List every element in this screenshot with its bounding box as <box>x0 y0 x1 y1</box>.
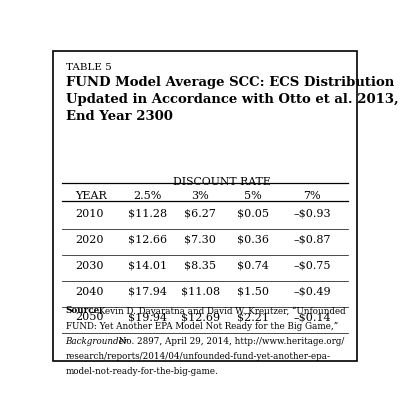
Text: $0.74: $0.74 <box>237 260 269 270</box>
Text: 3%: 3% <box>192 190 209 200</box>
Text: 7%: 7% <box>303 190 321 200</box>
Text: –$0.14: –$0.14 <box>293 312 331 322</box>
Text: –$0.75: –$0.75 <box>293 260 331 270</box>
Text: FUND: Yet Another EPA Model Not Ready for the Big Game,”: FUND: Yet Another EPA Model Not Ready fo… <box>66 321 338 330</box>
Text: $1.50: $1.50 <box>237 286 269 296</box>
Text: $7.30: $7.30 <box>184 234 216 244</box>
Text: YEAR: YEAR <box>75 190 106 200</box>
Text: $14.01: $14.01 <box>128 260 167 270</box>
Text: $12.69: $12.69 <box>181 312 220 322</box>
Text: Backgrounder: Backgrounder <box>66 336 128 345</box>
Text: FUND Model Average SCC: ECS Distribution
Updated in Accordance with Otto et al. : FUND Model Average SCC: ECS Distribution… <box>66 76 398 123</box>
Text: Source:: Source: <box>66 306 103 315</box>
Text: $17.94: $17.94 <box>128 286 167 296</box>
Text: 2.5%: 2.5% <box>134 190 162 200</box>
Text: –$0.49: –$0.49 <box>293 286 331 296</box>
Text: model-not-ready-for-the-big-game.: model-not-ready-for-the-big-game. <box>66 366 218 375</box>
Text: 5%: 5% <box>244 190 262 200</box>
Text: $19.94: $19.94 <box>128 312 167 322</box>
Text: $11.28: $11.28 <box>128 209 167 218</box>
Text: 2010: 2010 <box>75 209 103 218</box>
Text: $8.35: $8.35 <box>184 260 216 270</box>
Text: –$0.87: –$0.87 <box>293 234 331 244</box>
Text: No. 2897, April 29, 2014, http://www.heritage.org/: No. 2897, April 29, 2014, http://www.her… <box>116 336 344 345</box>
Text: 2020: 2020 <box>75 234 103 244</box>
Text: DISCOUNT RATE: DISCOUNT RATE <box>173 176 271 186</box>
Text: 2050: 2050 <box>75 312 103 322</box>
Text: research/reports/2014/04/unfounded-fund-yet-another-epa-: research/reports/2014/04/unfounded-fund-… <box>66 351 330 360</box>
Text: 2040: 2040 <box>75 286 103 296</box>
Text: 2030: 2030 <box>75 260 103 270</box>
Text: Kevin D. Dayaratna and David W. Kreutzer, “Unfounded: Kevin D. Dayaratna and David W. Kreutzer… <box>96 306 345 315</box>
FancyBboxPatch shape <box>53 52 357 361</box>
Text: –$0.93: –$0.93 <box>293 209 331 218</box>
Text: $12.66: $12.66 <box>128 234 167 244</box>
Text: $0.05: $0.05 <box>237 209 269 218</box>
Text: $11.08: $11.08 <box>181 286 220 296</box>
Text: $2.21: $2.21 <box>237 312 269 322</box>
Text: $6.27: $6.27 <box>184 209 216 218</box>
Text: $0.36: $0.36 <box>237 234 269 244</box>
Text: TABLE 5: TABLE 5 <box>66 63 111 72</box>
